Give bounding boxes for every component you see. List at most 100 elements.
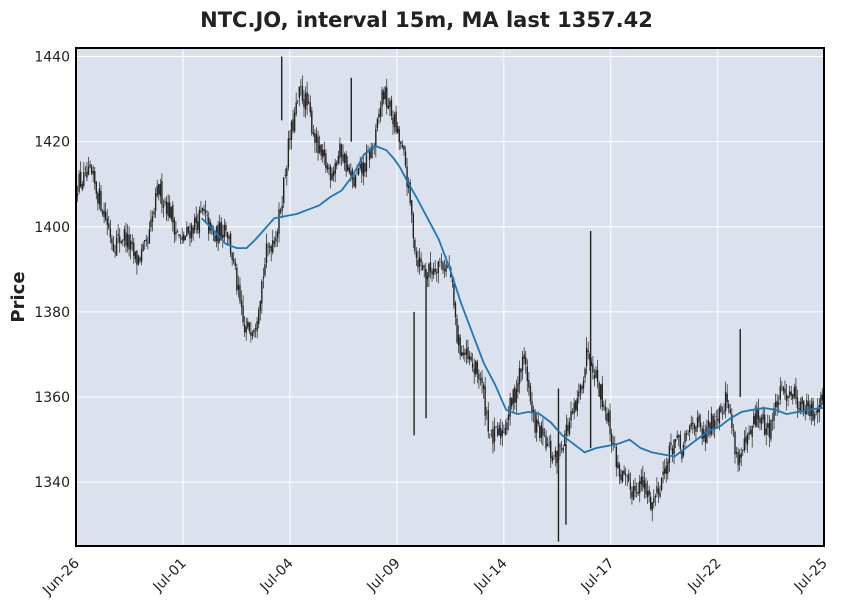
- x-tick-label: Jul-01: [150, 556, 190, 596]
- candle: [790, 385, 792, 401]
- candle: [612, 435, 614, 451]
- candle: [220, 217, 222, 241]
- candle: [359, 156, 361, 171]
- candle: [506, 417, 508, 435]
- y-tick-label: 1420: [34, 135, 70, 151]
- candle: [273, 236, 276, 248]
- candle: [653, 489, 655, 509]
- candle: [462, 345, 464, 360]
- candle: [423, 264, 425, 278]
- candle: [92, 165, 94, 183]
- candle: [136, 250, 138, 275]
- candle: [329, 164, 332, 189]
- candle: [222, 224, 224, 248]
- candle: [512, 388, 514, 413]
- candle: [765, 422, 767, 446]
- candle: [314, 129, 316, 153]
- candle: [247, 317, 249, 330]
- candle: [490, 429, 493, 438]
- candle: [401, 140, 404, 149]
- candle: [454, 300, 457, 326]
- candle: [504, 419, 507, 436]
- candle: [696, 410, 699, 432]
- candle: [728, 400, 730, 414]
- candle: [304, 86, 307, 119]
- candle: [148, 221, 151, 244]
- candle: [568, 417, 571, 437]
- candle: [282, 176, 285, 208]
- candle: [457, 324, 460, 353]
- candle: [440, 253, 443, 270]
- candle: [692, 416, 694, 434]
- candle: [723, 403, 725, 415]
- candle: [779, 377, 781, 405]
- candle: [144, 239, 146, 250]
- y-axis-ticks: 1340 1360 1380 1400 1420 1440: [34, 50, 70, 492]
- candle: [428, 262, 430, 287]
- candle: [325, 149, 327, 173]
- candle: [115, 230, 118, 257]
- candle: [122, 239, 124, 247]
- candle: [200, 201, 202, 214]
- candle: [813, 411, 816, 427]
- candle: [179, 234, 182, 245]
- candle: [573, 398, 575, 420]
- candle: [362, 156, 365, 186]
- candle: [339, 137, 341, 165]
- candle: [83, 162, 85, 189]
- candle: [743, 430, 746, 453]
- candle: [442, 260, 444, 274]
- candle: [420, 252, 422, 271]
- candle: [156, 179, 158, 198]
- candle: [715, 410, 717, 427]
- candle: [406, 157, 408, 196]
- candle: [178, 234, 180, 239]
- candle: [757, 398, 760, 429]
- candle: [624, 467, 627, 486]
- candle: [236, 263, 238, 295]
- candle: [526, 359, 528, 392]
- candle: [243, 316, 246, 337]
- candle: [500, 418, 502, 446]
- candle: [256, 316, 258, 339]
- candle: [240, 290, 243, 316]
- candle: [326, 162, 329, 173]
- candle: [732, 423, 735, 437]
- candle: [128, 226, 130, 257]
- candle: [193, 213, 196, 234]
- candle: [459, 334, 461, 360]
- candle: [237, 275, 240, 298]
- candle: [785, 383, 788, 411]
- candle: [212, 225, 215, 242]
- candle: [119, 228, 121, 253]
- candle: [695, 425, 697, 440]
- candle: [796, 389, 799, 418]
- candle: [756, 401, 758, 428]
- candle: [289, 129, 291, 150]
- candle: [120, 240, 122, 245]
- candle: [204, 200, 207, 222]
- candle: [192, 225, 194, 241]
- candle: [218, 214, 221, 244]
- candle: [528, 372, 530, 396]
- candle: [687, 430, 689, 437]
- candle: [432, 262, 435, 279]
- candle: [610, 428, 613, 453]
- candle: [679, 430, 682, 455]
- candle: [618, 462, 621, 485]
- candle: [759, 415, 761, 431]
- candle: [540, 421, 543, 444]
- candle: [746, 432, 749, 453]
- candle: [620, 469, 622, 484]
- candle: [635, 482, 638, 498]
- candle: [443, 259, 446, 278]
- candle: [140, 243, 143, 266]
- candle: [699, 414, 702, 432]
- candle: [386, 78, 388, 115]
- candle: [514, 384, 516, 410]
- candle: [548, 435, 550, 448]
- candle: [645, 477, 647, 499]
- candle: [268, 242, 271, 255]
- candle: [734, 430, 736, 464]
- candle: [378, 108, 380, 125]
